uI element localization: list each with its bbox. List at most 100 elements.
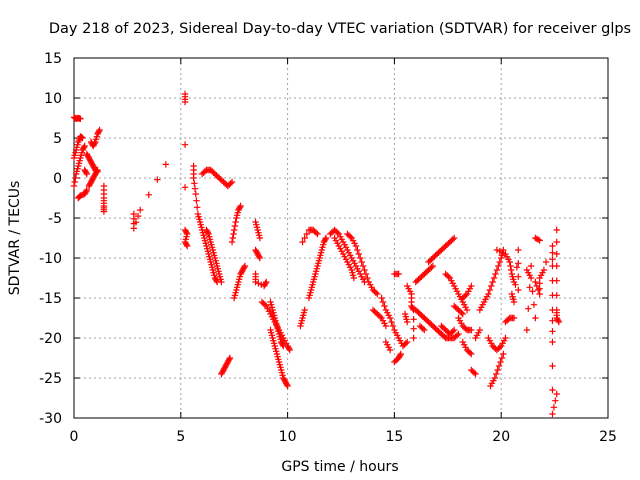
- data-point: [358, 258, 365, 266]
- data-point: [226, 356, 233, 363]
- chart-title: Day 218 of 2023, Sidereal Day-to-day VTE…: [49, 21, 631, 37]
- data-point: [499, 249, 506, 256]
- data-point: [451, 326, 458, 334]
- data-point: [410, 334, 417, 342]
- data-point: [468, 326, 475, 334]
- y-tick-label: -10: [39, 251, 62, 267]
- x-axis-label: GPS time / hours: [281, 459, 398, 475]
- data-point: [540, 266, 548, 274]
- data-point: [510, 298, 518, 306]
- data-point: [183, 241, 190, 248]
- data-point: [493, 246, 501, 254]
- data-point: [396, 352, 404, 359]
- data-point: [507, 262, 514, 270]
- data-point: [226, 354, 234, 362]
- data-point: [204, 229, 212, 236]
- data-point: [388, 318, 395, 326]
- data-point: [496, 344, 503, 351]
- grid: [74, 58, 608, 418]
- data-point: [395, 270, 402, 278]
- data-point: [130, 225, 138, 232]
- data-point: [231, 226, 238, 234]
- data-point: [495, 262, 502, 270]
- data-point: [553, 238, 560, 246]
- data-point: [347, 233, 354, 240]
- data-point: [491, 374, 498, 382]
- data-point: [512, 281, 519, 288]
- y-tick-label: 10: [44, 91, 62, 107]
- data-point: [409, 305, 417, 312]
- x-tick-label: 10: [279, 429, 297, 445]
- data-point: [500, 350, 507, 358]
- data-point: [555, 318, 563, 326]
- data-point: [552, 397, 559, 404]
- data-point: [82, 188, 90, 195]
- data-point: [241, 262, 249, 270]
- data-point: [488, 282, 495, 290]
- y-tick-label: 15: [44, 51, 62, 67]
- data-point: [515, 246, 522, 254]
- data-point: [485, 290, 492, 298]
- data-point: [355, 250, 362, 258]
- data-point: [449, 328, 456, 335]
- data-point: [71, 178, 78, 186]
- data-point: [549, 362, 556, 370]
- data-point: [429, 262, 437, 270]
- data-point: [527, 262, 535, 270]
- data-point: [230, 230, 237, 238]
- data-point: [549, 249, 556, 256]
- data-point: [458, 309, 465, 316]
- data-point: [490, 274, 498, 282]
- data-point: [236, 204, 244, 211]
- data-point: [232, 218, 239, 226]
- data-point: [376, 313, 384, 320]
- data-point: [96, 126, 103, 134]
- data-point: [378, 294, 385, 302]
- data-point: [322, 234, 330, 242]
- data-point: [404, 338, 411, 346]
- x-tick-label: 25: [599, 429, 617, 445]
- data-point: [285, 345, 293, 352]
- data-point: [550, 404, 558, 411]
- data-point: [515, 260, 522, 267]
- data-point: [462, 325, 469, 332]
- data-point: [279, 341, 286, 348]
- data-point: [496, 248, 503, 255]
- data-point: [493, 266, 501, 274]
- data-point: [154, 176, 161, 183]
- data-point: [283, 381, 291, 388]
- data-point: [410, 316, 417, 323]
- data-point: [496, 258, 503, 266]
- data-point: [389, 322, 397, 330]
- data-point: [513, 264, 521, 271]
- axis-ticks: [73, 57, 609, 419]
- data-point: [263, 278, 270, 286]
- data-point: [386, 314, 394, 322]
- data-point: [280, 342, 287, 350]
- data-point: [94, 166, 101, 174]
- data-point: [451, 234, 458, 242]
- data-point: [404, 318, 411, 326]
- data-point: [527, 274, 535, 282]
- data-point: [361, 266, 368, 274]
- data-point: [91, 140, 98, 147]
- data-point: [462, 292, 469, 299]
- data-point: [553, 390, 560, 398]
- data-point: [213, 277, 220, 284]
- data-point: [83, 186, 91, 194]
- data-point: [476, 326, 484, 334]
- data-point: [80, 144, 88, 151]
- data-point: [455, 330, 462, 338]
- data-point: [549, 317, 556, 324]
- data-point: [312, 229, 320, 236]
- data-point: [100, 208, 108, 215]
- data-point: [489, 278, 496, 286]
- data-point: [70, 182, 78, 190]
- data-point: [554, 317, 562, 324]
- data-point: [262, 280, 269, 287]
- data-point: [498, 354, 506, 362]
- data-point: [303, 230, 311, 238]
- data-point: [255, 280, 262, 287]
- data-point: [549, 410, 556, 418]
